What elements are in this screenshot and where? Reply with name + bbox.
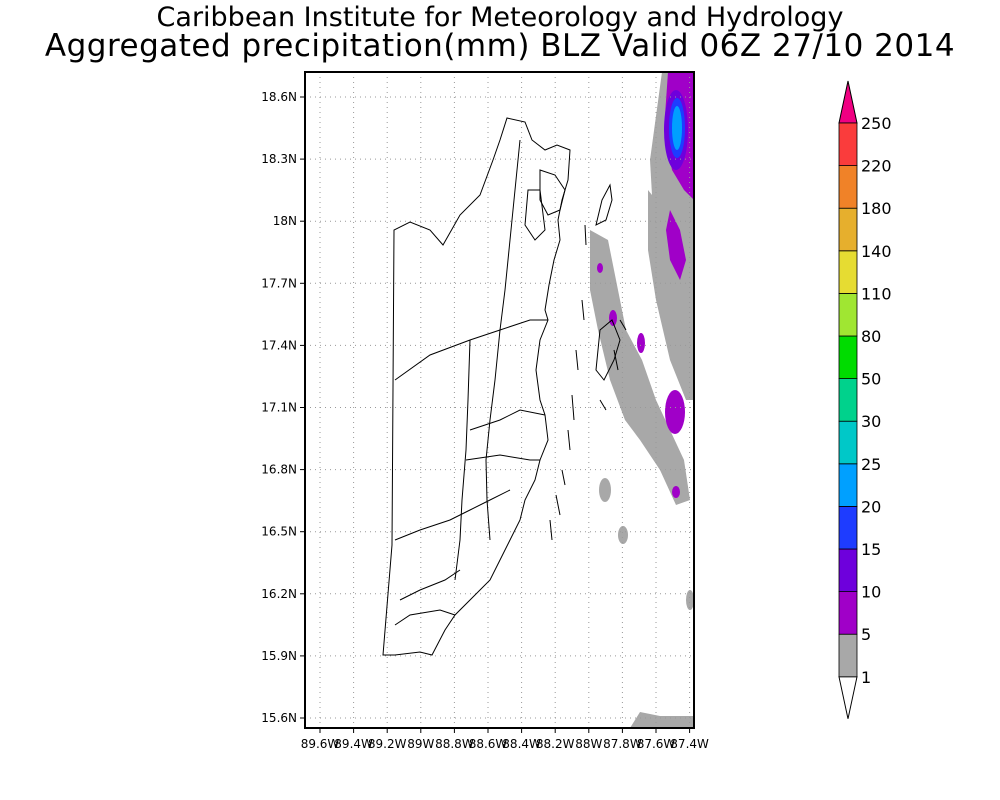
precip-field-5-10mm-east — [665, 390, 685, 434]
colorbar-segment — [838, 548, 858, 592]
lat-tick-label: 16.2N — [261, 587, 297, 601]
colorbar-segment — [838, 591, 858, 635]
colorbar-label: 5 — [861, 625, 871, 644]
colorbar-label: 80 — [861, 327, 881, 346]
colorbar-segment — [838, 420, 858, 465]
colorbar-label: 15 — [861, 540, 881, 559]
lon-tick-label: 89.4W — [334, 737, 373, 751]
colorbar-segment — [838, 505, 858, 550]
precip-field-5-10mm-reef — [609, 310, 617, 326]
lat-tick-label: 15.9N — [261, 649, 297, 663]
colorbar-segment — [838, 378, 858, 422]
colorbar-label: 10 — [861, 583, 881, 602]
precip-field-20-25mm — [672, 106, 682, 150]
precip-field-1-5mm-south — [599, 478, 611, 502]
lon-tick-label: 88.4W — [502, 737, 541, 751]
lat-tick-label: 18.6N — [261, 90, 297, 104]
map-frame — [304, 71, 695, 729]
lon-tick-label: 88W — [575, 737, 602, 751]
colorbar-label: 140 — [861, 242, 892, 261]
colorbar-max-arrow — [838, 80, 858, 124]
lat-tick-label: 16.5N — [261, 525, 297, 539]
colorbar-segment — [838, 463, 858, 507]
colorbar-segment — [838, 165, 858, 209]
lat-tick-label: 18.3N — [261, 152, 297, 166]
precip-field-5-10mm-band — [666, 210, 686, 280]
lon-tick-label: 87.8W — [603, 737, 642, 751]
colorbar-segment — [838, 633, 858, 678]
institute-title: Caribbean Institute for Meteorology and … — [156, 2, 844, 33]
precip-field-1-5mm-bottom — [630, 712, 694, 728]
colorbar-segment — [838, 292, 858, 337]
lat-tick-label: 17.7N — [261, 276, 297, 290]
colorbar-min-arrow — [838, 676, 858, 719]
belize-coastline — [382, 117, 627, 656]
precip-field-5-10mm-central — [637, 333, 645, 353]
lon-tick-label: 88.8W — [435, 737, 474, 751]
lat-tick-label: 17.1N — [261, 401, 297, 415]
colorbar-label: 25 — [861, 455, 881, 474]
lon-tick-label: 87.4W — [670, 737, 709, 751]
latitude-axis: 18.6N 18.3N 18N 17.7N 17.4N 17.1N 16.8N 16.5N 16… — [261, 90, 305, 725]
lon-tick-label: 89.6W — [301, 737, 340, 751]
colorbar-label: 220 — [861, 157, 892, 176]
lat-tick-label: 17.4N — [261, 338, 297, 352]
lat-tick-label: 16.8N — [261, 463, 297, 477]
colorbar-label: 30 — [861, 412, 881, 431]
lon-tick-label: 89.2W — [368, 737, 407, 751]
lon-tick-label: 88.2W — [536, 737, 575, 751]
colorbar-label: 20 — [861, 497, 881, 516]
lat-tick-label: 18N — [273, 214, 297, 228]
precipitation-fields — [590, 72, 694, 728]
precip-field-1-5mm-edge — [686, 590, 694, 610]
colorbar-label: 180 — [861, 199, 892, 218]
colorbar-label: 1 — [861, 668, 871, 687]
colorbar-segment — [838, 207, 858, 252]
product-title: Aggregated precipitation(mm) BLZ Valid 0… — [44, 28, 956, 64]
colorbar-segment — [838, 335, 858, 379]
lat-tick-label: 15.6N — [261, 711, 297, 725]
colorbar-segment — [838, 122, 858, 166]
precip-field-5-10mm-west — [597, 263, 603, 273]
precip-field-5-10mm-south — [672, 486, 680, 498]
lon-tick-label: 89W — [407, 737, 434, 751]
colorbar-segment — [838, 250, 858, 294]
precip-field-1-5mm-band — [648, 190, 694, 400]
precip-field-1-5mm-central — [590, 230, 690, 505]
precip-field-1-5mm-south2 — [618, 526, 628, 544]
colorbar-label: 50 — [861, 370, 881, 389]
lon-tick-label: 88.6W — [469, 737, 508, 751]
colorbar-label: 250 — [861, 114, 892, 133]
lon-tick-label: 87.6W — [637, 737, 676, 751]
colorbar-label: 110 — [861, 284, 892, 303]
